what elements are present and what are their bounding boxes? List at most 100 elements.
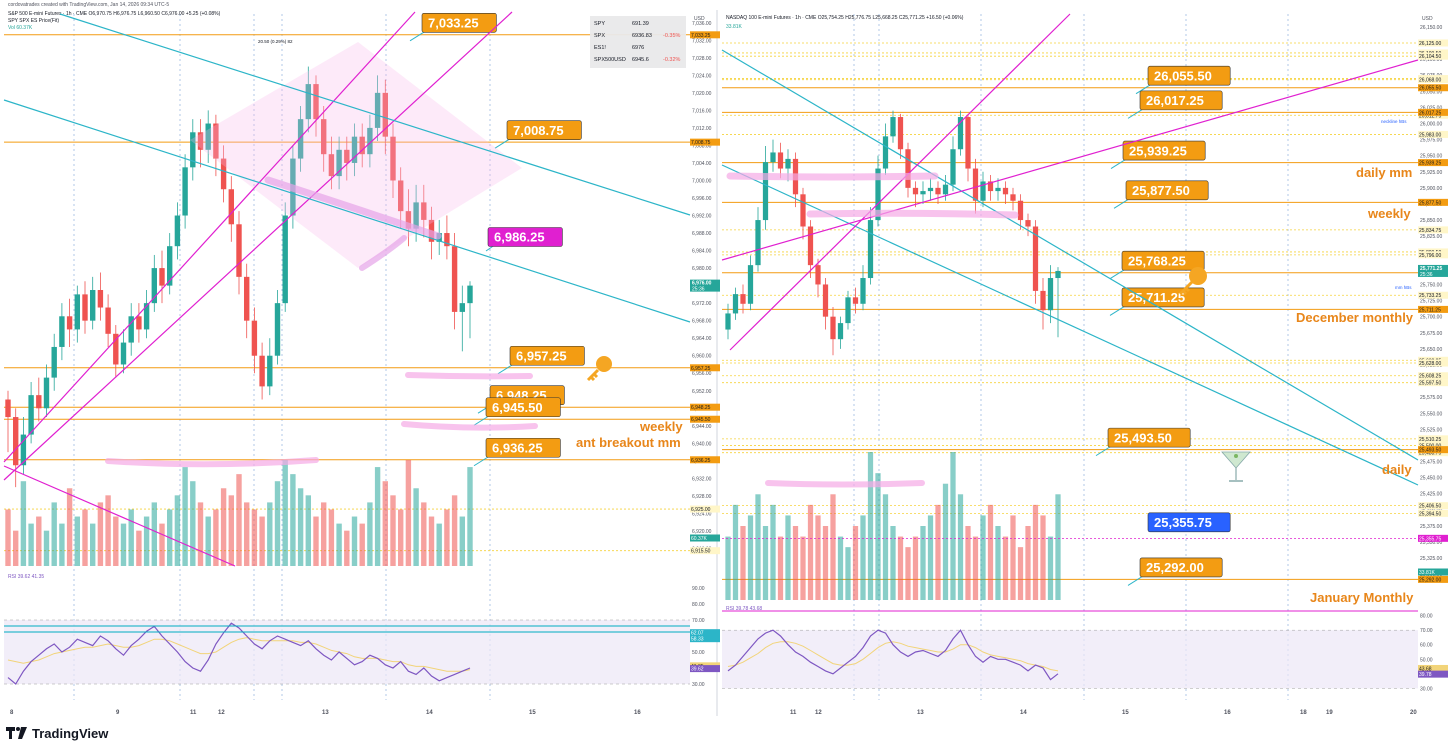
volume-bar [405, 460, 412, 566]
price-axis-tick: 7,008.00 [692, 143, 712, 149]
price-axis-tick: 25,325.00 [1420, 556, 1442, 562]
volume-bar [28, 523, 34, 566]
volume-bar [935, 504, 941, 600]
blue-level-badge-box [1147, 512, 1231, 533]
dotted-level-axis-value: 26,104.50 [1419, 54, 1441, 60]
date-axis-tick: 20 [1410, 710, 1417, 716]
volume-bar [927, 515, 934, 600]
dotted-level-axis-value-bg [1418, 502, 1448, 510]
price-axis-tick: 7,012.00 [692, 126, 712, 132]
volume-bar [128, 509, 134, 566]
watchlist-symbol: SPY [594, 21, 605, 27]
magenta-channel-lower [3, 11, 513, 481]
date-axis-tick: 18 [1300, 710, 1307, 716]
level-axis-value: 7,033.25 [691, 33, 711, 39]
rsi-axis-value-bg [1418, 664, 1448, 672]
volume-bar [451, 495, 458, 566]
pink-highlight-stroke [405, 372, 533, 380]
candle-body [82, 294, 88, 321]
date-axis-tick: 16 [1224, 710, 1231, 716]
volume-bar [43, 530, 50, 566]
magenta-level-badge: 6,986.25 [494, 230, 545, 245]
price-axis-tick: 6,920.00 [692, 529, 712, 535]
current-price-countdown: 25:36 [1420, 272, 1433, 278]
volume-bar [390, 495, 396, 566]
pink-highlight-stroke [765, 480, 925, 488]
candle-body [228, 189, 234, 225]
volume-bar [785, 515, 791, 600]
candle-body [90, 290, 96, 321]
peak-measure-label: 20.50 (0.29%) 82 [258, 39, 293, 44]
volume-bar [251, 509, 258, 566]
candle-body [1010, 194, 1016, 201]
dotted-level-axis-value-bg [1418, 359, 1448, 367]
dotted-level-axis-value-bg [1418, 226, 1448, 234]
candle-body [328, 154, 335, 177]
key-icon [596, 356, 612, 372]
volume-bar [860, 515, 866, 600]
candle-body [259, 355, 265, 387]
volume-bar [13, 530, 19, 566]
price-axis-tick: 25,900.00 [1420, 186, 1442, 192]
dotted-level-axis-value-bg [1418, 379, 1448, 387]
annotation-daily-mm: daily mm [1356, 165, 1412, 180]
candle-body [905, 149, 911, 188]
volume-bar [1032, 504, 1039, 600]
level-badge-box [1147, 65, 1231, 86]
volume-bar [174, 495, 181, 566]
price-axis-tick: 25,550.00 [1420, 411, 1442, 417]
volume-bar [136, 530, 142, 566]
candle-body [405, 211, 412, 229]
price-axis-tick: 25,650.00 [1420, 347, 1442, 353]
volume-bar [421, 502, 427, 566]
volume-bar [740, 526, 746, 600]
magenta-support-line [3, 465, 236, 567]
dotted-level-axis-value-bg [1418, 76, 1448, 84]
volume-bar [213, 509, 219, 566]
candle-body [305, 84, 311, 120]
candle-body [980, 181, 986, 201]
blue-level-badge: 25,355.75 [1154, 515, 1212, 530]
volume-bar [413, 488, 419, 566]
date-axis-tick: 14 [1020, 710, 1027, 716]
candle-body [822, 284, 829, 317]
blue-level-axis-value: 25,355.75 [1419, 536, 1441, 542]
volume-axis-value-bg [1418, 568, 1448, 576]
rsi-axis-tick: 80.00 [692, 602, 705, 608]
volume-bar [374, 467, 381, 566]
annotation-mm: mm hBs [1395, 285, 1412, 290]
candle-body [860, 278, 866, 304]
date-axis-tick: 19 [1326, 710, 1333, 716]
volume-bar [344, 530, 350, 566]
volume-bar [467, 467, 473, 566]
volume-bar [351, 516, 358, 566]
date-axis-tick: 14 [426, 710, 433, 716]
rsi-axis-value: 58.33 [691, 637, 704, 643]
candle-body [351, 136, 358, 163]
date-axis-tick: 13 [917, 710, 924, 716]
candle-body [725, 313, 731, 330]
volume-bar [1002, 536, 1009, 600]
candle-body [113, 333, 119, 365]
candle-body [205, 123, 211, 150]
volume-bar [1010, 515, 1016, 600]
volume-bar [762, 526, 769, 600]
candle-body [136, 316, 142, 330]
candle-body [174, 215, 181, 247]
price-axis-tick: 7,032.00 [692, 38, 712, 44]
pink-highlight-stroke [359, 235, 407, 271]
volume-bar [143, 516, 150, 566]
volume-bar [113, 516, 119, 566]
rsi-axis-tick: 50.00 [1420, 657, 1433, 663]
candle-body [1002, 187, 1009, 195]
price-axis-tick: 25,425.00 [1420, 492, 1442, 498]
candle-body [777, 152, 784, 169]
price-axis-tick: 25,725.00 [1420, 299, 1442, 305]
watchlist-symbol: SPX500USD [594, 57, 626, 63]
watchlist-symbol: ES1! [594, 45, 606, 51]
dotted-level-axis-value: 25,394.50 [1419, 511, 1441, 517]
candle-body [444, 233, 450, 247]
volume-bar [995, 526, 1001, 600]
candle-body [467, 285, 473, 304]
